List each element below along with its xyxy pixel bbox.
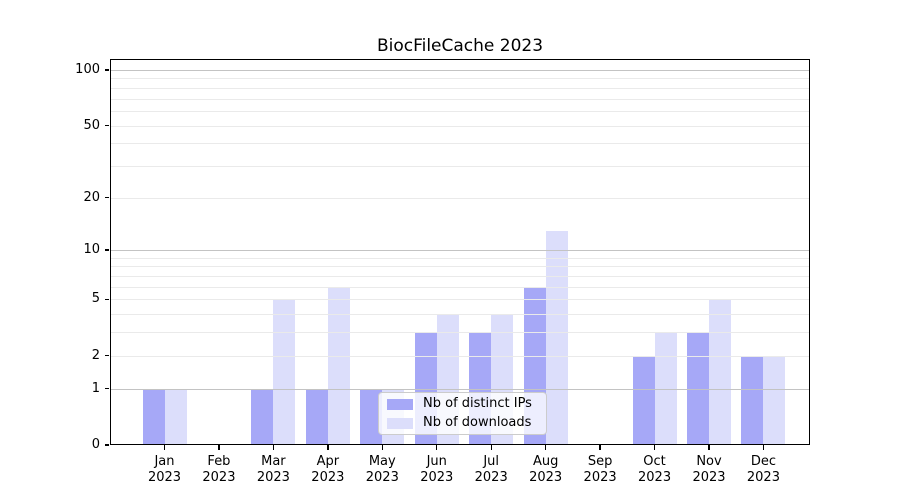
gridline-major-10: [110, 250, 810, 252]
bar-apr-downloads: [327, 286, 350, 445]
legend-entry-downloads: Nb of downloads: [387, 415, 538, 431]
bar-dec-distinct-ips: [741, 355, 764, 445]
x-tick-mark-dec: [762, 445, 765, 450]
y-tick-mark-50: [104, 124, 109, 127]
chart-title: BiocFileCache 2023: [376, 36, 544, 56]
y-tick-label-0: 0: [91, 437, 100, 452]
x-tick-label-jun: Jun 2023: [420, 454, 454, 485]
bar-mar-downloads: [273, 299, 296, 445]
x-tick-mark-apr: [327, 445, 329, 450]
x-tick-mark-jul: [490, 445, 492, 450]
legend: Nb of distinct IPs Nb of downloads: [378, 392, 547, 435]
y-tick-label-5: 5: [91, 291, 100, 307]
x-tick-label-may: May 2023: [365, 454, 399, 485]
gridline-minor-20: [110, 197, 810, 199]
bar-aug-downloads: [545, 230, 568, 445]
y-tick-mark-2: [104, 355, 109, 357]
x-tick-mark-may: [381, 445, 383, 450]
y-tick-mark-0: [104, 444, 109, 446]
gridline-minor-9: [110, 257, 810, 259]
gridline-minor-7: [110, 276, 810, 278]
x-tick-mark-sep: [599, 445, 601, 450]
y-tick-mark-20: [104, 196, 109, 199]
x-tick-label-apr: Apr 2023: [311, 454, 345, 485]
bar-jan-downloads: [164, 388, 187, 445]
bar-oct-distinct-ips: [632, 355, 655, 445]
y-tick-label-100: 100: [75, 62, 100, 78]
y-tick-label-10: 10: [83, 242, 100, 258]
gridline-minor-60: [110, 110, 810, 112]
x-tick-mark-aug: [544, 445, 547, 450]
gridline-minor-70: [110, 98, 810, 100]
y-tick-label-50: 50: [83, 117, 100, 133]
x-tick-label-oct: Oct 2023: [638, 454, 672, 485]
y-tick-mark-1: [104, 387, 109, 390]
gridline-minor-80: [110, 87, 810, 89]
x-tick-label-sep: Sep 2023: [583, 454, 617, 485]
bar-dec-downloads: [763, 355, 786, 445]
y-tick-label-20: 20: [83, 189, 100, 205]
legend-entry-distinct-ips: Nb of distinct IPs: [387, 396, 538, 412]
x-tick-label-mar: Mar 2023: [256, 454, 290, 485]
gridline-minor-3: [110, 332, 810, 334]
x-tick-mark-jun: [436, 445, 438, 450]
y-tick-label-1: 1: [91, 380, 100, 396]
x-tick-label-aug: Aug 2023: [529, 454, 563, 485]
x-tick-label-jan: Jan 2023: [147, 454, 182, 485]
x-tick-label-nov: Nov 2023: [692, 454, 726, 485]
x-tick-mark-jan: [163, 445, 166, 450]
gridline-minor-8: [110, 266, 810, 268]
gridline-major-100: [110, 70, 810, 72]
bar-mar-distinct-ips: [251, 388, 274, 445]
y-tick-label-2: 2: [91, 347, 100, 363]
legend-label-downloads: Nb of downloads: [423, 415, 532, 430]
gridline-minor-4: [110, 314, 810, 316]
legend-label-distinct-ips: Nb of distinct IPs: [423, 396, 532, 411]
gridline-minor-5: [110, 299, 810, 301]
bar-may-distinct-ips: [360, 388, 383, 445]
legend-swatch-distinct-ips: [387, 398, 413, 410]
gridline-minor-6: [110, 286, 810, 288]
bar-nov-downloads: [709, 299, 731, 445]
bar-apr-distinct-ips: [305, 388, 328, 445]
x-tick-mark-feb: [218, 445, 220, 450]
y-tick-mark-10: [104, 249, 109, 251]
x-tick-label-jul: Jul 2023: [474, 454, 508, 485]
gridline-minor-40: [110, 143, 810, 145]
x-tick-mark-mar: [272, 445, 275, 450]
gridline-minor-90: [110, 78, 810, 80]
gridline-minor-30: [110, 165, 810, 167]
gridline-minor-2: [110, 355, 810, 357]
gridline-minor-50: [110, 125, 810, 127]
plot-area: Nb of distinct IPs Nb of downloads 0 1 2 5 1…: [75, 59, 810, 485]
x-tick-label-feb: Feb 2023: [202, 454, 236, 485]
y-tick-mark-100: [104, 69, 109, 71]
gridline-major-1: [110, 388, 810, 390]
legend-swatch-downloads: [387, 417, 413, 429]
x-tick-mark-nov: [708, 445, 710, 450]
y-tick-mark-5: [104, 298, 109, 301]
x-tick-mark-oct: [653, 445, 656, 450]
x-tick-label-dec: Dec 2023: [746, 454, 780, 485]
bar-jan-distinct-ips: [142, 388, 165, 445]
